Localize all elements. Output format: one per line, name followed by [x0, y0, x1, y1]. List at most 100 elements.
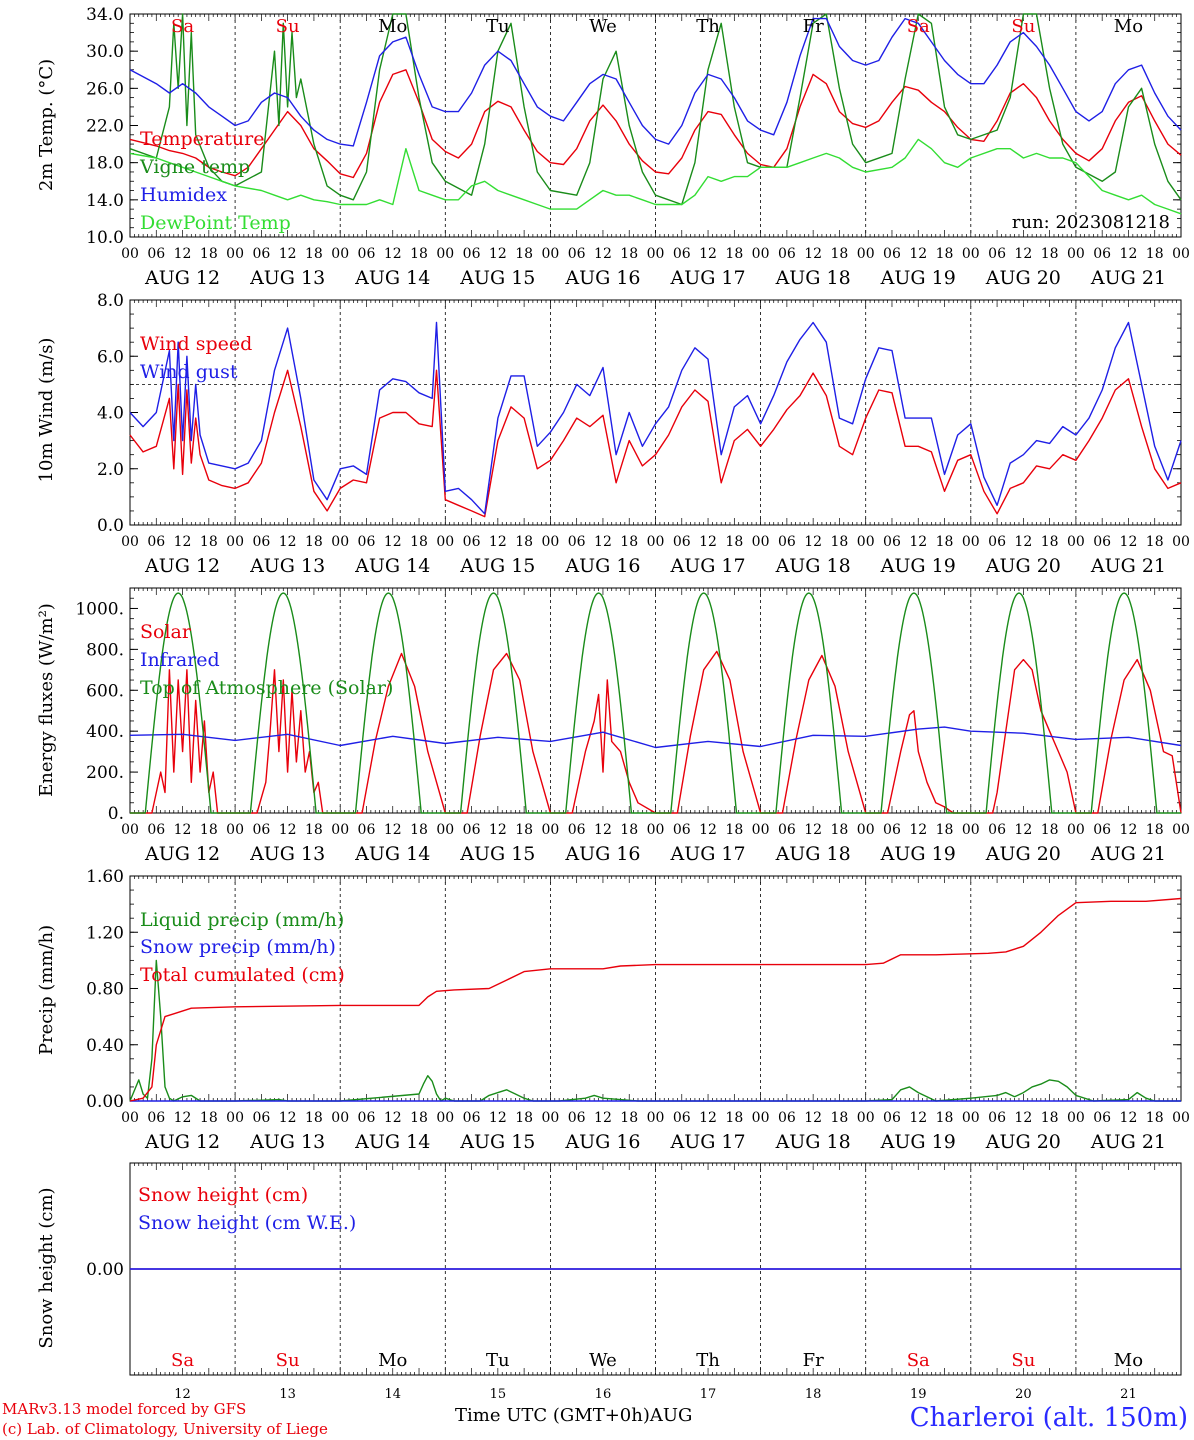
- y-tick-label: 600.: [86, 681, 124, 701]
- y-tick-label: 18.0: [86, 154, 124, 174]
- weekday-label: Tu: [486, 1350, 510, 1371]
- x-date-label: AUG 12: [144, 1131, 220, 1153]
- x-date-label: AUG 16: [564, 1131, 640, 1153]
- x-hour-label: 12: [489, 246, 507, 262]
- x-hour-label: 12: [594, 822, 612, 838]
- x-hour-label: 06: [358, 1110, 376, 1126]
- x-hour-label: 00: [226, 822, 244, 838]
- x-hour-label: 06: [1093, 534, 1111, 550]
- x-hour-label: 18: [620, 246, 638, 262]
- x-hour-label: 00: [962, 822, 980, 838]
- x-hour-label: 18: [831, 534, 849, 550]
- x-hour-label: 12: [384, 1110, 402, 1126]
- panel-4: 0.00 0.40 0.80 1.20 1.60 Precip (mm/h) Liquid …: [36, 867, 1190, 1153]
- x-hour-label: 18: [620, 822, 638, 838]
- x-date-label: AUG 16: [564, 843, 640, 865]
- x-date-label: AUG 14: [354, 843, 430, 865]
- legend-entry: Humidex: [140, 184, 227, 206]
- x-hour-label: 00: [436, 822, 454, 838]
- x-hour-label: 12: [909, 1110, 927, 1126]
- x-hour-label: 06: [883, 822, 901, 838]
- weekday-label: Fr: [803, 1350, 824, 1371]
- x-hour-label: 12: [1014, 1110, 1032, 1126]
- y-axis-label: Snow height (cm): [36, 1187, 57, 1348]
- weekday-label: Th: [696, 1350, 720, 1371]
- x-date-label: AUG 13: [249, 267, 325, 289]
- x-hour-label: 06: [252, 822, 270, 838]
- x-hour-label: 06: [778, 1110, 796, 1126]
- weekday-label: Sa: [171, 1350, 194, 1371]
- x-hour-label: 06: [883, 534, 901, 550]
- x-hour-label: 12: [1014, 246, 1032, 262]
- y-tick-label: 0.00: [86, 1260, 124, 1280]
- x-hour-label: 00: [857, 246, 875, 262]
- x-date-label: AUG 13: [249, 1131, 325, 1153]
- x-hour-label: 00: [436, 1110, 454, 1126]
- x-hour-label: 00: [1067, 534, 1085, 550]
- x-hour-label: 00: [121, 822, 139, 838]
- y-tick-label: 800.: [86, 640, 124, 660]
- y-axis-label: 2m Temp. (°C): [36, 59, 57, 191]
- y-tick-label: 22.0: [86, 117, 124, 137]
- day-number-label: 13: [279, 1387, 296, 1402]
- y-tick-label: 6.0: [97, 347, 124, 367]
- day-number-label: 20: [1015, 1387, 1032, 1402]
- legend-entry: Snow height (cm W.E.): [138, 1212, 356, 1234]
- legend-entry: Snow precip (mm/h): [140, 936, 336, 958]
- x-hour-label: 00: [436, 534, 454, 550]
- series-line: [129, 897, 1182, 1102]
- y-tick-label: 30.0: [86, 42, 124, 62]
- x-hour-label: 12: [699, 1110, 717, 1126]
- x-hour-label: 12: [1120, 822, 1138, 838]
- series-line: [129, 369, 1182, 518]
- x-hour-label: 18: [515, 822, 533, 838]
- x-hour-label: 06: [568, 534, 586, 550]
- x-hour-label: 12: [279, 1110, 297, 1126]
- x-hour-label: 06: [778, 534, 796, 550]
- x-hour-label: 18: [515, 1110, 533, 1126]
- y-tick-label: 26.0: [86, 79, 124, 99]
- x-hour-label: 12: [594, 1110, 612, 1126]
- x-date-label: AUG 21: [1090, 267, 1166, 289]
- x-hour-label: 00: [436, 246, 454, 262]
- x-hour-label: 06: [147, 822, 165, 838]
- x-hour-label: 18: [410, 534, 428, 550]
- x-hour-label: 12: [489, 534, 507, 550]
- x-hour-label: 12: [1120, 1110, 1138, 1126]
- x-hour-label: 12: [804, 534, 822, 550]
- x-hour-label: 18: [305, 1110, 323, 1126]
- x-date-label: AUG 14: [354, 555, 430, 577]
- legend-entry: Infrared: [140, 649, 220, 671]
- x-hour-label: 18: [936, 246, 954, 262]
- x-hour-label: 00: [857, 822, 875, 838]
- x-hour-label: 06: [463, 534, 481, 550]
- x-hour-label: 12: [1120, 534, 1138, 550]
- legend-entry: Snow height (cm): [138, 1184, 308, 1206]
- panel-1: 10.0 14.0 18.0 22.0 26.0 30.0 34.0 2m Temp. (°C…: [36, 5, 1190, 289]
- series-line: [130, 592, 1181, 814]
- x-hour-label: 06: [1093, 246, 1111, 262]
- x-hour-label: 18: [620, 534, 638, 550]
- x-hour-label: 06: [673, 1110, 691, 1126]
- x-hour-label: 18: [831, 246, 849, 262]
- y-tick-label: 1.60: [86, 867, 124, 887]
- x-hour-label: 06: [883, 246, 901, 262]
- x-date-label: AUG 12: [144, 555, 220, 577]
- y-tick-label: 34.0: [86, 5, 124, 25]
- x-hour-label: 00: [752, 534, 770, 550]
- x-date-label: AUG 19: [880, 555, 956, 577]
- x-hour-label: 00: [962, 534, 980, 550]
- weekday-label: Mo: [1114, 1350, 1143, 1371]
- x-hour-label: 06: [252, 1110, 270, 1126]
- x-hour-label: 18: [200, 1110, 218, 1126]
- x-hour-label: 00: [962, 1110, 980, 1126]
- x-hour-label: 06: [568, 246, 586, 262]
- x-hour-label: 18: [725, 534, 743, 550]
- x-hour-label: 00: [1067, 246, 1085, 262]
- x-hour-label: 18: [1146, 822, 1164, 838]
- x-hour-label: 06: [1093, 1110, 1111, 1126]
- station-label: Charleroi (alt. 150m): [909, 1403, 1188, 1433]
- panel-2: 0.0 2.0 4.0 6.0 8.0 10m Wind (m/s) Wind speed W…: [36, 291, 1190, 577]
- x-date-label: AUG 14: [354, 267, 430, 289]
- x-hour-label: 00: [752, 822, 770, 838]
